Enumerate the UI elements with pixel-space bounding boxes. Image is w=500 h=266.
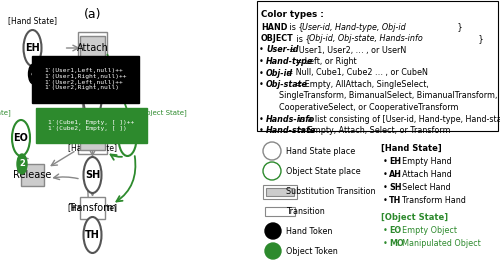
Text: }: }	[476, 34, 484, 43]
Text: 1`(Cube1, Empty, [ ])++
1`(Cube2, Empty, [ ]): 1`(Cube1, Empty, [ ])++ 1`(Cube2, Empty,…	[48, 120, 134, 131]
Text: EO: EO	[389, 226, 401, 235]
Text: CooperativeSelect, or CooperativeTransform: CooperativeSelect, or CooperativeTransfo…	[269, 103, 458, 112]
Text: is a list consisting of [User-id, Hand-type, Hand-state]: is a list consisting of [User-id, Hand-t…	[296, 114, 500, 123]
Text: •: •	[383, 183, 388, 192]
Text: = Left, or Right: = Left, or Right	[293, 57, 357, 66]
Text: HAND: HAND	[261, 23, 287, 31]
Circle shape	[265, 223, 281, 239]
Text: [Hand State]: [Hand State]	[68, 143, 117, 152]
Text: •: •	[259, 114, 264, 123]
Text: }: }	[455, 23, 462, 31]
Text: is {: is {	[287, 23, 304, 31]
Text: Release: Release	[14, 170, 52, 180]
Text: •: •	[259, 69, 264, 77]
Text: Hand-type: Hand-type	[266, 57, 313, 66]
Text: Obj-id: Obj-id	[266, 69, 293, 77]
Text: SH: SH	[389, 183, 402, 192]
Text: [Hand State]: [Hand State]	[381, 144, 442, 153]
Text: : Transform Hand: : Transform Hand	[398, 196, 466, 205]
Text: User-id, Hand-type, Obj-id: User-id, Hand-type, Obj-id	[302, 23, 406, 31]
Circle shape	[84, 157, 102, 193]
Text: Obj-id, Obj-state, Hands-info: Obj-id, Obj-state, Hands-info	[309, 34, 423, 43]
Text: •: •	[259, 80, 264, 89]
FancyBboxPatch shape	[266, 188, 294, 196]
Text: •: •	[259, 45, 264, 55]
Text: EO: EO	[14, 133, 28, 143]
Text: EH: EH	[25, 43, 40, 53]
Text: SingleTransform, BimanualSelect, BimanualTransform,: SingleTransform, BimanualSelect, Bimanua…	[269, 92, 498, 101]
Text: Color types :: Color types :	[261, 10, 324, 19]
Text: : Manipulated Object: : Manipulated Object	[398, 239, 481, 248]
Circle shape	[84, 217, 102, 253]
Text: MO: MO	[118, 133, 136, 143]
Text: Attach: Attach	[76, 43, 108, 53]
Circle shape	[28, 64, 38, 84]
Text: (a): (a)	[84, 8, 101, 21]
Text: SH: SH	[85, 170, 100, 180]
Text: •: •	[383, 226, 388, 235]
FancyBboxPatch shape	[257, 1, 498, 131]
Text: : Empty Object: : Empty Object	[398, 226, 458, 235]
Text: •: •	[383, 157, 388, 166]
Text: User-id: User-id	[266, 45, 298, 55]
Text: Select: Select	[78, 133, 108, 143]
Text: [Object State]: [Object State]	[138, 109, 187, 116]
FancyBboxPatch shape	[80, 197, 105, 219]
Text: [Hand State]: [Hand State]	[68, 68, 117, 77]
Text: 4: 4	[30, 69, 36, 78]
Text: Transform: Transform	[68, 203, 117, 213]
Text: : Attach Hand: : Attach Hand	[398, 170, 452, 179]
Text: = User1, User2, … , or UserN: = User1, User2, … , or UserN	[287, 45, 406, 55]
Text: = Empty, AllAttach, SingleSelect,: = Empty, AllAttach, SingleSelect,	[293, 80, 429, 89]
Text: Hand Token: Hand Token	[286, 227, 333, 236]
Text: AH: AH	[84, 95, 100, 105]
Text: Hand-state: Hand-state	[266, 126, 316, 135]
Text: Obj-state: Obj-state	[266, 80, 308, 89]
Text: 2: 2	[19, 160, 25, 168]
Text: •: •	[259, 126, 264, 135]
Circle shape	[24, 30, 42, 66]
Text: EH: EH	[389, 157, 401, 166]
Text: 1`(User1,Left,null)++
1`(User1,Right,null)++
1`(User2,Left,null)++
1`(User2,Righ: 1`(User1,Left,null)++ 1`(User1,Right,nul…	[44, 68, 126, 90]
FancyBboxPatch shape	[21, 164, 44, 186]
Text: Object State place: Object State place	[286, 168, 360, 177]
Circle shape	[17, 154, 27, 174]
Text: : Select Hand: : Select Hand	[398, 183, 451, 192]
Text: TH: TH	[389, 196, 402, 205]
Text: = Empty, Attach, Select, or Transform: = Empty, Attach, Select, or Transform	[296, 126, 451, 135]
Text: Hand State place: Hand State place	[286, 148, 355, 156]
Text: TH: TH	[85, 230, 100, 240]
Text: : Empty Hand: : Empty Hand	[398, 157, 452, 166]
Text: [Object State]: [Object State]	[381, 213, 448, 222]
Text: [Hand State]: [Hand State]	[68, 203, 117, 212]
Circle shape	[84, 82, 102, 118]
Text: OBJECT: OBJECT	[261, 34, 294, 43]
Circle shape	[263, 142, 281, 160]
Text: [Object State]: [Object State]	[0, 109, 10, 116]
Text: Transition: Transition	[286, 207, 325, 217]
Text: •: •	[383, 239, 388, 248]
Text: Hands-info: Hands-info	[266, 114, 316, 123]
Text: Object Token: Object Token	[286, 247, 338, 256]
FancyBboxPatch shape	[80, 36, 105, 60]
Text: •: •	[383, 196, 388, 205]
Circle shape	[118, 120, 136, 156]
Text: is {: is {	[294, 34, 310, 43]
Text: •: •	[383, 170, 388, 179]
Text: [Hand State]: [Hand State]	[8, 16, 57, 25]
Text: •: •	[259, 57, 264, 66]
FancyBboxPatch shape	[80, 126, 105, 150]
Circle shape	[263, 162, 281, 180]
Circle shape	[265, 243, 281, 259]
FancyBboxPatch shape	[265, 207, 295, 216]
Circle shape	[12, 120, 30, 156]
Text: AH: AH	[389, 170, 402, 179]
Text: MO: MO	[389, 239, 404, 248]
Text: Substitution Transition: Substitution Transition	[286, 188, 376, 197]
Text: = Null, Cube1, Cube2 … , or CubeN: = Null, Cube1, Cube2 … , or CubeN	[284, 69, 428, 77]
